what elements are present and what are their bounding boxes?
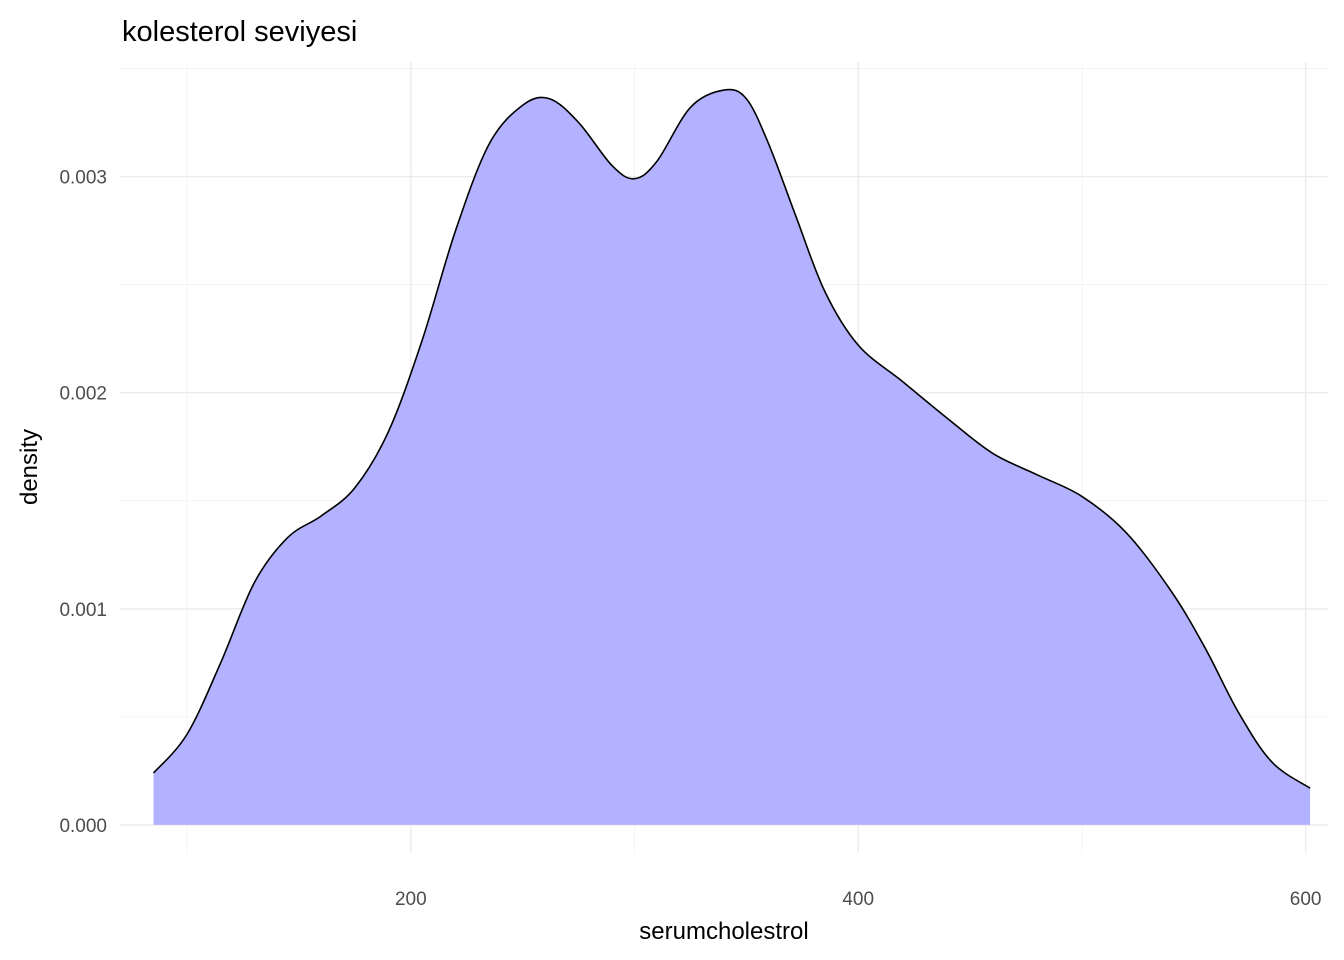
density-line (152, 88, 1311, 789)
x-axis-title: serumcholestrol (639, 918, 808, 945)
y-axis-title: density (16, 429, 43, 505)
x-tick-label: 600 (1290, 889, 1322, 910)
y-tick-label: 0.002 (59, 384, 107, 405)
y-tick-label: 0.000 (59, 816, 107, 837)
chart-title: kolesterol seviyesi (122, 16, 357, 48)
y-tick-label: 0.003 (59, 168, 107, 189)
x-tick-label: 400 (842, 889, 874, 910)
tick-labels: 200 400 600 0.000 0.001 0.002 0.003 (59, 168, 1321, 910)
x-tick-label: 200 (395, 889, 427, 910)
y-tick-label: 0.001 (59, 600, 107, 621)
